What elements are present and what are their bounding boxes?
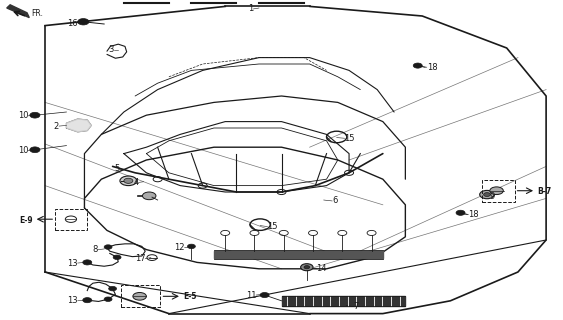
- Text: 16: 16: [67, 19, 78, 28]
- Circle shape: [142, 192, 156, 200]
- Circle shape: [83, 260, 92, 265]
- Text: 18: 18: [427, 63, 437, 72]
- Circle shape: [30, 147, 40, 153]
- Circle shape: [30, 112, 40, 118]
- Circle shape: [133, 292, 146, 300]
- Polygon shape: [7, 5, 29, 18]
- Text: 11: 11: [245, 291, 256, 300]
- Text: 1: 1: [248, 4, 253, 13]
- Circle shape: [456, 210, 465, 215]
- Circle shape: [413, 63, 422, 68]
- Circle shape: [490, 187, 503, 195]
- Text: FR.: FR.: [31, 9, 43, 18]
- Text: 10: 10: [17, 111, 28, 120]
- Text: 2: 2: [54, 122, 59, 131]
- Circle shape: [187, 244, 195, 249]
- Text: E-5: E-5: [183, 292, 196, 301]
- Text: 15: 15: [345, 134, 355, 143]
- Text: 9: 9: [490, 192, 495, 201]
- Text: 15: 15: [267, 222, 278, 231]
- Text: 3: 3: [108, 45, 114, 54]
- Polygon shape: [66, 119, 91, 132]
- Polygon shape: [282, 296, 405, 306]
- Text: E-9: E-9: [20, 216, 33, 225]
- Text: 14: 14: [316, 264, 327, 273]
- Circle shape: [301, 264, 313, 271]
- Text: 13: 13: [67, 296, 78, 305]
- Text: 18: 18: [468, 210, 479, 219]
- Circle shape: [83, 298, 92, 303]
- Text: 7: 7: [354, 302, 359, 311]
- Circle shape: [104, 297, 112, 301]
- Text: B-7: B-7: [538, 187, 552, 196]
- Circle shape: [124, 178, 133, 183]
- Circle shape: [113, 255, 121, 260]
- Circle shape: [304, 266, 310, 269]
- Circle shape: [104, 245, 112, 249]
- Circle shape: [120, 176, 137, 186]
- Text: 8: 8: [92, 245, 98, 254]
- Circle shape: [78, 19, 89, 25]
- Circle shape: [109, 286, 117, 291]
- Circle shape: [484, 193, 490, 196]
- Circle shape: [480, 190, 494, 199]
- Text: 5: 5: [114, 164, 119, 173]
- Text: 10: 10: [17, 146, 28, 155]
- Text: 12: 12: [174, 243, 185, 252]
- Circle shape: [260, 292, 269, 298]
- Text: 4: 4: [133, 178, 138, 187]
- Text: 13: 13: [67, 259, 78, 268]
- Text: 17: 17: [135, 254, 145, 263]
- Text: 6: 6: [332, 196, 338, 205]
